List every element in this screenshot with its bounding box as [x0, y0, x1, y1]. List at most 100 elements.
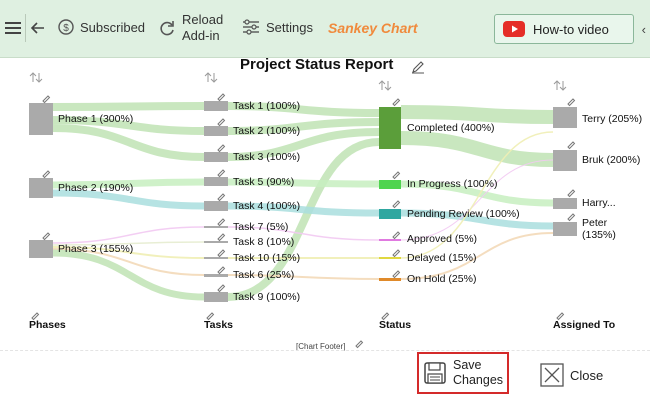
reload-label-line1: Reload: [182, 12, 224, 27]
reload-label-line2: Add-in: [182, 28, 220, 43]
subscribed-button[interactable]: $ Subscribed: [58, 19, 145, 35]
sankey-node-harry: [553, 198, 577, 209]
sankey-link: [52, 189, 205, 210]
sankey-node-task-8: [204, 241, 228, 243]
sankey-node-phase-1: [29, 103, 53, 135]
close-label: Close: [570, 367, 604, 383]
column-label-phases[interactable]: Phases: [29, 319, 66, 331]
chart-title[interactable]: Project Status Report: [240, 56, 394, 73]
sankey-link: [227, 118, 380, 135]
sankey-node-phase-3: [29, 240, 53, 258]
save-label-line1: Save: [453, 358, 482, 372]
column-label-status[interactable]: Status: [379, 319, 412, 331]
sankey-link: [400, 105, 554, 124]
sankey-link: [52, 124, 205, 161]
node-label-peter: Peter (135%): [582, 217, 616, 241]
node-label-task-1: Task 1 (100%): [233, 100, 301, 112]
sankey-node-task-5: [204, 177, 228, 186]
close-button[interactable]: Close: [540, 363, 603, 387]
reload-addin-button[interactable]: Reload Add-in: [158, 12, 223, 44]
edit-title-pencil-icon[interactable]: [411, 60, 425, 74]
sankey-node-task-7: [204, 226, 228, 228]
sankey-node-task-6: [204, 274, 228, 277]
subscribed-label: Subscribed: [80, 19, 146, 35]
sankey-node-task-4: [204, 201, 228, 211]
sankey-node-task-9: [204, 292, 228, 302]
sankey-node-on-hold: [379, 278, 401, 281]
settings-button[interactable]: Settings: [242, 19, 313, 35]
edit-pencil-icon: [31, 93, 576, 349]
sankey-link: [52, 116, 205, 135]
node-label-approved: Approved (5%): [407, 233, 478, 245]
sankey-node-terry: [553, 107, 577, 128]
save-changes-button[interactable]: Save Changes: [417, 352, 509, 394]
settings-label: Settings: [266, 19, 313, 35]
node-label-task-9: Task 9 (100%): [233, 291, 301, 303]
divider: [0, 350, 650, 351]
sankey-link: [227, 202, 380, 217]
sankey-link: [400, 159, 554, 241]
sankey-link: [400, 131, 554, 167]
sankey-link: [400, 180, 554, 207]
close-icon: [540, 363, 564, 387]
sankey-link: [52, 178, 205, 189]
sankey-node-phase-2: [29, 178, 53, 198]
sankey-link: [52, 249, 205, 301]
sankey-link: [227, 128, 380, 161]
node-label-delayed: Delayed (15%): [407, 252, 477, 264]
chart-footer[interactable]: [Chart Footer]: [296, 342, 346, 351]
sankey-link: [227, 178, 380, 188]
node-label-peter-name: Peter: [582, 217, 608, 229]
sort-arrows-icon: [29, 72, 567, 91]
menu-icon[interactable]: [4, 20, 22, 36]
youtube-icon: [503, 21, 525, 37]
app-title: Sankey Chart: [328, 20, 418, 36]
node-label-task-5: Task 5 (90%): [233, 176, 295, 188]
sankey-link: [227, 226, 380, 241]
reload-icon: [160, 21, 174, 36]
node-label-task-4: Task 4 (100%): [233, 200, 301, 212]
sankey-link: [227, 138, 380, 301]
sankey-link: [52, 248, 205, 276]
save-label-line2: Changes: [453, 373, 504, 387]
column-label-assigned-to[interactable]: Assigned To: [553, 319, 616, 331]
dollar-circle-icon: $: [58, 19, 74, 35]
node-label-completed: Completed (400%): [407, 122, 495, 134]
node-label-task-10: Task 10 (15%): [233, 252, 301, 264]
chevron-left-icon[interactable]: ‹: [641, 22, 646, 37]
sankey-node-task-2: [204, 126, 228, 136]
node-label-pending-review: Pending Review (100%): [407, 208, 520, 220]
node-label-peter-value: (135%): [582, 229, 616, 241]
toolbar: $ Subscribed Reload Add-in Settings Sank…: [0, 0, 650, 58]
node-label-on-hold: On Hold (25%): [407, 273, 477, 285]
back-arrow-icon[interactable]: [30, 20, 46, 36]
sankey-link: [52, 226, 205, 244]
sankey-node-task-10: [204, 257, 228, 259]
sankey-link: [227, 274, 380, 280]
node-label-task-3: Task 3 (100%): [233, 151, 301, 163]
sankey-node-delayed: [379, 257, 401, 259]
sankey-node-pending-review: [379, 209, 401, 219]
node-label-task-2: Task 2 (100%): [233, 125, 301, 137]
sankey-link: [400, 232, 554, 280]
settings-sliders-icon: [243, 19, 259, 35]
svg-text:$: $: [63, 23, 69, 34]
sankey-link: [227, 102, 380, 117]
sankey-link: [52, 246, 205, 259]
sankey-node-bruk: [553, 150, 577, 171]
column-label-tasks[interactable]: Tasks: [204, 319, 233, 331]
node-label-terry: Terry (205%): [582, 113, 643, 125]
node-label-harry: Harry...: [582, 197, 616, 209]
sankey-link: [400, 209, 554, 230]
sankey-node-task-1: [204, 101, 228, 111]
node-label-phase-1: Phase 1 (300%): [58, 113, 134, 125]
sankey-link: [52, 102, 205, 111]
how-to-video-label: How-to video: [533, 21, 609, 37]
node-label-task-7: Task 7 (5%): [233, 221, 289, 233]
how-to-video-button[interactable]: How-to video: [494, 14, 634, 44]
sankey-node-in-progress: [379, 180, 401, 189]
node-label-in-progress: In Progress (100%): [407, 178, 498, 190]
sankey-node-approved: [379, 239, 401, 241]
sankey-node-completed: [379, 107, 401, 149]
